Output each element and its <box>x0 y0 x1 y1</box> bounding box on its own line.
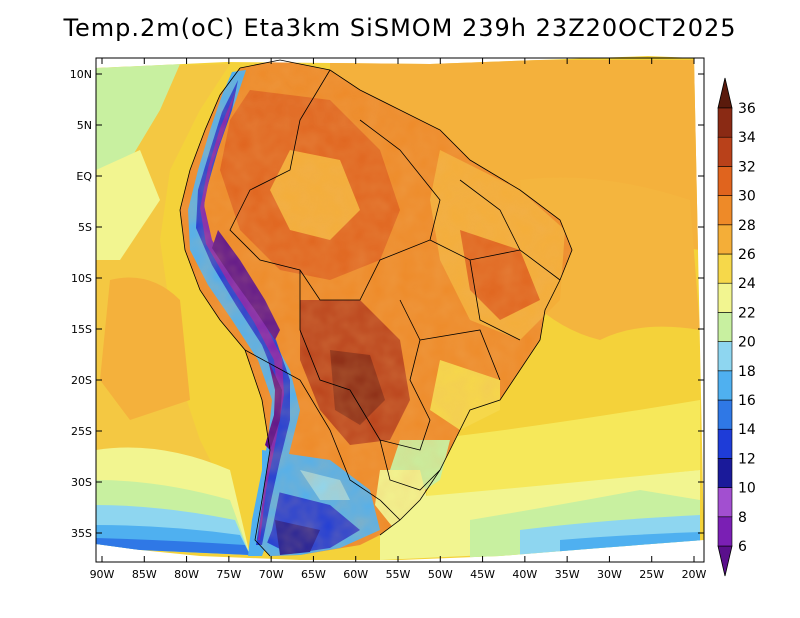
lon-tick-label: 75W <box>216 568 241 581</box>
lon-tick-label: 45W <box>470 568 495 581</box>
colorbar-swatch <box>717 136 733 167</box>
lat-tick-label: EQ <box>76 170 92 183</box>
lat-tick-label: 20S <box>71 374 92 387</box>
country-borders <box>179 59 573 557</box>
colorbar-swatch <box>717 516 733 547</box>
colorbar-label: 30 <box>738 189 756 205</box>
colorbar-label: 36 <box>738 101 756 117</box>
colorbar: 6 8 10 12 14 16 18 20 22 24 26 28 30 32 34 36 <box>717 77 756 577</box>
colorbar-swatch <box>717 195 733 226</box>
colorbar-swatch <box>717 428 733 459</box>
lon-tick-label: 55W <box>386 568 411 581</box>
map-title: Temp.2m(oC) Eta3km SiSMOM 239h 23Z20OCT2… <box>63 14 737 42</box>
lon-tick-label: 35W <box>555 568 580 581</box>
lon-tick-label: 60W <box>343 568 368 581</box>
colorbar-label: 26 <box>738 247 756 263</box>
map-frame <box>95 57 705 563</box>
lon-tick-label: 70W <box>259 568 284 581</box>
colorbar-swatch <box>717 107 733 138</box>
colorbar-label: 24 <box>738 276 756 292</box>
colorbar-swatch <box>717 458 733 488</box>
longitude-axis: 90W 85W 80W 75W 70W 65W 60W 55W 50W 45W 40W 35W 30W 2… <box>90 58 707 581</box>
lat-tick-label: 25S <box>71 425 92 438</box>
lat-tick-label: 10N <box>70 68 92 81</box>
colorbar-label: 20 <box>738 335 756 351</box>
colorbar-label: 14 <box>738 422 756 438</box>
colorbar-label: 34 <box>738 130 756 146</box>
colorbar-label: 12 <box>738 451 756 467</box>
lat-tick-label: 15S <box>71 323 92 336</box>
lat-tick-label: 10S <box>71 272 92 285</box>
colorbar-swatch <box>717 224 733 255</box>
colorbar-label: 10 <box>738 481 756 497</box>
colorbar-max-arrow <box>717 77 733 109</box>
lon-tick-label: 80W <box>174 568 199 581</box>
lat-tick-label: 5S <box>78 221 92 234</box>
colorbar-swatch <box>717 399 733 430</box>
colorbar-swatch <box>717 253 733 284</box>
lat-tick-label: 5N <box>77 119 92 132</box>
lon-tick-label: 85W <box>132 568 157 581</box>
lon-tick-label: 40W <box>512 568 537 581</box>
temperature-field <box>96 56 704 560</box>
colorbar-swatch <box>717 487 733 518</box>
lat-tick-label: 30S <box>71 476 92 489</box>
colorbar-swatch <box>717 370 733 401</box>
lon-tick-label: 65W <box>301 568 326 581</box>
lat-tick-label: 35S <box>71 527 92 540</box>
colorbar-swatch <box>717 282 733 313</box>
colorbar-label: 8 <box>738 510 747 526</box>
colorbar-swatch <box>717 341 733 372</box>
lon-tick-label: 25W <box>639 568 664 581</box>
lon-tick-label: 90W <box>90 568 115 581</box>
latitude-axis: 10N 5N EQ 5S 10S 15S 20S 25S 30S 35S <box>70 68 704 540</box>
colorbar-min-arrow <box>717 545 733 577</box>
colorbar-label: 6 <box>738 539 747 555</box>
lon-tick-label: 50W <box>428 568 453 581</box>
colorbar-swatch <box>717 312 733 342</box>
lon-tick-label: 30W <box>597 568 622 581</box>
colorbar-label: 32 <box>738 159 756 175</box>
colorbar-swatch <box>717 166 733 196</box>
lon-tick-label: 20W <box>682 568 707 581</box>
colorbar-label: 28 <box>738 218 756 234</box>
colorbar-label: 16 <box>738 393 756 409</box>
colorbar-label: 18 <box>738 364 756 380</box>
colorbar-label: 22 <box>738 305 756 321</box>
